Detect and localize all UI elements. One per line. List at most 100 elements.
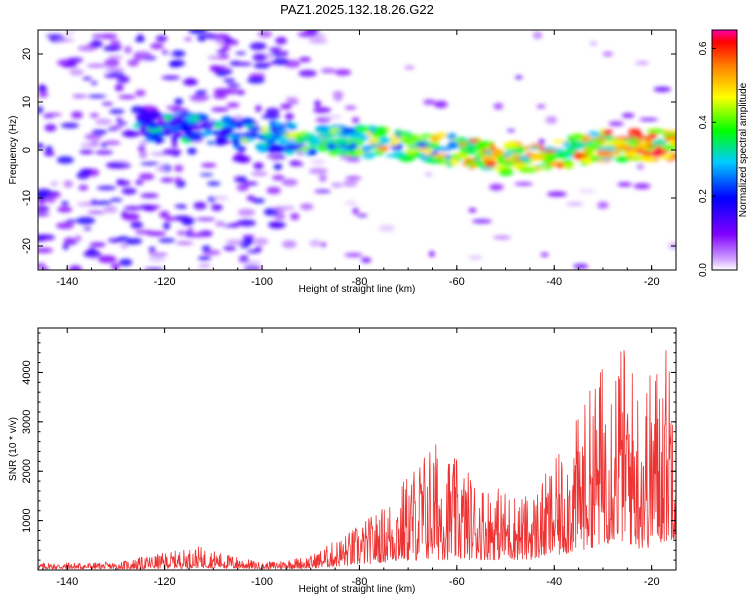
heatmap-cell	[209, 65, 221, 72]
heatmap-cell	[650, 150, 666, 157]
heatmap-cell	[254, 246, 263, 251]
heatmap-cell	[55, 38, 75, 42]
heatmap-cell	[138, 124, 148, 131]
heatmap-cell	[290, 212, 300, 221]
heatmap-cell	[38, 143, 44, 150]
heatmap-cell	[300, 203, 314, 210]
heatmap-cell	[82, 76, 92, 81]
heatmap-cell	[216, 39, 225, 46]
heatmap-cell	[250, 171, 268, 176]
heatmap-cell	[246, 137, 254, 142]
heatmap-cell	[199, 173, 214, 177]
heatmap-cell	[246, 249, 261, 254]
heatmap-cell	[475, 141, 492, 149]
heatmap-cell	[91, 129, 107, 135]
heatmap-cell	[79, 149, 94, 155]
heatmap-xtick-label: -80	[351, 276, 367, 288]
colorbar-gradient	[711, 29, 738, 271]
heatmap-cell	[83, 227, 92, 231]
heatmap-cell	[206, 123, 216, 128]
heatmap-cell	[161, 75, 181, 80]
heatmap-cell	[361, 257, 372, 263]
heatmap-cell	[493, 235, 511, 240]
heatmap-cell	[424, 148, 432, 156]
heatmap-cell	[628, 128, 642, 135]
heatmap-cell	[320, 242, 327, 247]
heatmap-cell	[309, 239, 321, 247]
heatmap-cell	[195, 90, 208, 94]
heatmap-cell	[188, 30, 208, 34]
heatmap-cell	[38, 106, 44, 111]
heatmap-cell	[297, 162, 304, 167]
heatmap-cell	[181, 220, 194, 226]
snr-panel: -140 -120 -100 -80 -60 -40 -20 1000 2000 3000 4000…	[8, 327, 677, 595]
heatmap-cell	[284, 144, 302, 150]
heatmap-cell	[543, 150, 557, 154]
heatmap-cell	[223, 245, 237, 251]
heatmap-cell	[204, 33, 216, 39]
heatmap-cell	[281, 240, 297, 249]
heatmap-cell	[242, 260, 262, 265]
heatmap-cell	[79, 168, 93, 174]
heatmap-cell	[433, 100, 448, 109]
heatmap-cell	[87, 210, 106, 214]
heatmap-cell	[505, 151, 518, 155]
heatmap-cell	[371, 131, 387, 138]
heatmap-cell	[485, 148, 493, 156]
heatmap-cell	[649, 130, 666, 134]
heatmap-cell	[160, 177, 175, 183]
heatmap-cell	[314, 189, 332, 193]
heatmap-cell	[539, 165, 550, 170]
heatmap-cell	[449, 141, 458, 147]
heatmap-cell	[220, 45, 231, 52]
heatmap-cell	[44, 124, 57, 132]
heatmap-cell	[218, 53, 230, 60]
heatmap-cell	[345, 200, 357, 206]
heatmap-cell	[174, 164, 184, 172]
heatmap-cell	[450, 158, 459, 166]
heatmap-cell	[540, 252, 549, 257]
heatmap-cell	[225, 239, 245, 245]
heatmap-cell	[396, 133, 414, 137]
heatmap-cell	[154, 138, 166, 143]
heatmap-cell	[265, 107, 280, 116]
heatmap-cell	[428, 250, 435, 258]
heatmap-cell	[602, 51, 614, 57]
heatmap-cell	[357, 213, 368, 218]
heatmap-cell	[469, 164, 477, 170]
snr-ytick-label: 2000	[21, 459, 33, 483]
heatmap-cell	[168, 61, 181, 68]
heatmap-cells	[38, 30, 676, 270]
heatmap-cell	[101, 102, 114, 106]
heatmap-cell	[44, 112, 62, 117]
heatmap-cell	[266, 138, 273, 144]
heatmap-cell	[231, 139, 242, 144]
heatmap-cell	[254, 238, 269, 246]
heatmap-ytick-label: 10	[21, 96, 33, 108]
heatmap-cell	[84, 133, 103, 141]
heatmap-cell	[266, 154, 280, 159]
heatmap-cell	[633, 183, 651, 190]
heatmap-cell	[116, 180, 131, 186]
snr-xtick-label: -100	[251, 576, 273, 588]
snr-xtick-label: -140	[56, 576, 78, 588]
heatmap-cell	[172, 215, 192, 222]
heatmap-cell	[130, 221, 143, 229]
heatmap-cell	[158, 238, 176, 243]
snr-ytick-label: 1000	[21, 508, 33, 532]
heatmap-cell	[456, 137, 466, 142]
heatmap-cell	[568, 141, 582, 149]
colorbar-ticks: 0.0 0.2 0.4 0.6	[698, 41, 716, 277]
heatmap-cell	[361, 152, 376, 159]
heatmap-cell	[47, 192, 61, 198]
heatmap-cell	[80, 142, 99, 148]
heatmap-cell	[56, 222, 74, 229]
heatmap-cell	[562, 141, 570, 148]
heatmap-cell	[275, 36, 287, 45]
heatmap-cell	[496, 155, 505, 160]
heatmap-cell	[198, 255, 211, 261]
heatmap-cell	[111, 263, 120, 270]
heatmap-cell	[253, 162, 264, 170]
